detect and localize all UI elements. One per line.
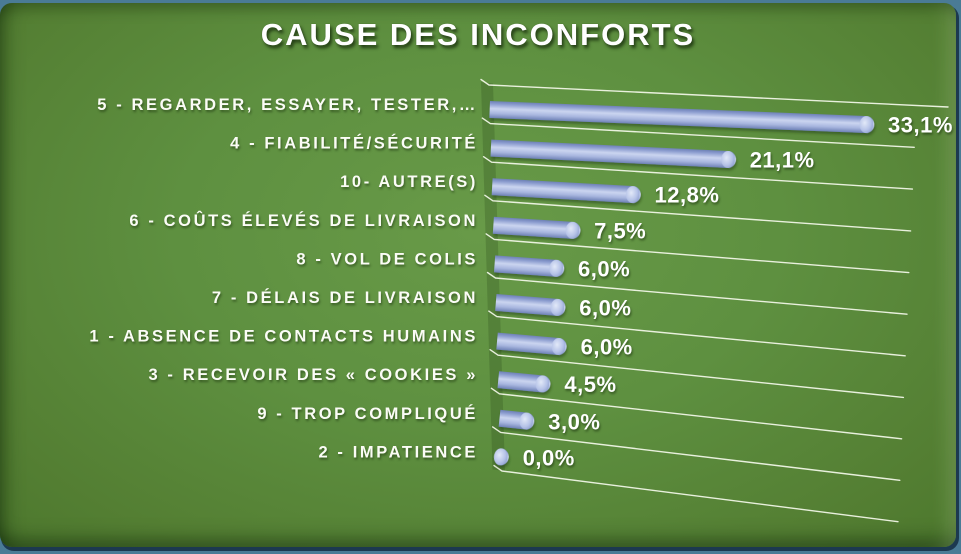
bar-end-cap (551, 337, 566, 355)
bar (497, 371, 551, 393)
category-label: 3 - RECEVOIR DES « COOKIES » (148, 366, 478, 384)
value-label: 21,1% (750, 147, 815, 172)
plot-gridline (492, 426, 901, 481)
category-label: 10- AUTRE(S) (340, 173, 478, 191)
bar-body (490, 139, 736, 168)
value-label: 6,0% (579, 296, 631, 321)
chart-panel (0, 3, 956, 547)
category-label: 6 - COÛTS ÉLEVÉS DE LIVRAISON (129, 211, 478, 230)
category-label: 2 - IMPATIENCE (318, 443, 478, 461)
plot-gridline (484, 194, 912, 232)
bar-body (492, 216, 581, 239)
bar (490, 139, 736, 168)
category-label: 8 - VOL DE COLIS (296, 250, 478, 268)
bar (495, 294, 566, 316)
bar-end-cap (493, 448, 508, 466)
plot-gridline (480, 78, 949, 108)
bar-end-cap (519, 412, 534, 430)
plot-gridline (486, 271, 908, 315)
bar (493, 448, 509, 466)
bar (496, 332, 567, 355)
plot-gridline (493, 464, 899, 523)
chart-title: CAUSE DES INCONFORTS (260, 17, 696, 52)
plot-gridline (490, 387, 903, 440)
category-label: 4 - FIABILITÉ/SÉCURITÉ (230, 134, 478, 153)
bar-end-cap (535, 375, 550, 393)
bar-end-cap (565, 221, 580, 239)
value-label: 3,0% (548, 409, 600, 434)
bar-body (489, 101, 875, 134)
bar-end-cap (549, 259, 564, 277)
category-label: 7 - DÉLAIS DE LIVRAISON (212, 288, 478, 307)
value-label: 7,5% (594, 218, 646, 243)
bar (493, 255, 565, 277)
category-label: 1 - ABSENCE DE CONTACTS HUMAINS (89, 328, 478, 346)
category-label: 9 - TROP COMPLIQUÉ (257, 404, 478, 423)
plot-gridline (489, 349, 905, 399)
plot-gridline (482, 155, 914, 190)
bar-body (491, 178, 641, 204)
bar-end-cap (721, 150, 735, 168)
bar-end-cap (859, 116, 874, 134)
value-label: 6,0% (581, 335, 633, 360)
value-label: 4,5% (564, 372, 616, 397)
value-label: 12,8% (655, 183, 720, 208)
plot-gridline (485, 233, 910, 274)
bar-body (495, 294, 566, 316)
plot-gridline (488, 310, 906, 357)
value-label: 0,0% (523, 445, 575, 470)
bar-body (496, 332, 567, 355)
bar (498, 409, 535, 430)
value-label: 33,1% (888, 112, 953, 137)
bar-end-cap (550, 298, 565, 316)
bar-body (493, 255, 565, 277)
category-label: 5 - REGARDER, ESSAYER, TESTER,… (97, 96, 478, 114)
bar (492, 216, 581, 239)
bar (489, 101, 875, 134)
plot-gridline (481, 117, 915, 149)
bar (491, 178, 641, 204)
bar-end-cap (625, 186, 640, 204)
value-label: 6,0% (578, 256, 630, 281)
